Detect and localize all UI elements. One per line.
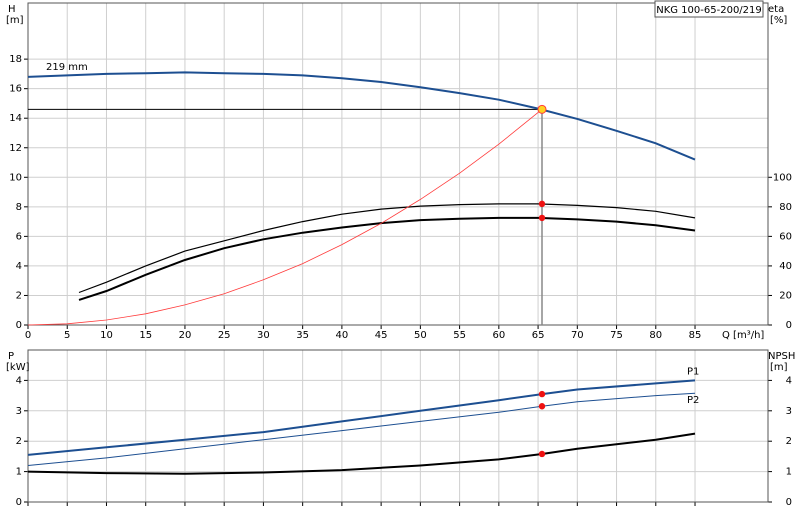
y-tick-label: 0 [16, 497, 22, 508]
series-line [27, 432, 696, 475]
y2-tick-label: 80 [779, 202, 792, 213]
x-tick-label: 75 [610, 330, 623, 341]
duty-point [537, 104, 547, 114]
x-tick-label: 60 [492, 330, 505, 341]
x-tick-label: 80 [649, 330, 662, 341]
y-tick-label: 10 [9, 172, 22, 183]
y-axis-unit: [m] [6, 15, 24, 26]
operating-point [538, 200, 546, 208]
x-tick-label: 50 [414, 330, 427, 341]
y2-tick-label: 60 [779, 231, 792, 242]
x-tick-label: 85 [689, 330, 702, 341]
y2-axis-unit: [%] [770, 15, 787, 26]
series-line [27, 108, 543, 326]
x-tick-label: 10 [100, 330, 113, 341]
y-axis-title: H [8, 4, 16, 15]
y-tick-label: 3 [16, 406, 22, 417]
y-tick-label: 4 [16, 375, 22, 386]
x-tick-label: 55 [453, 330, 466, 341]
x-tick-label: 30 [257, 330, 270, 341]
y-tick-label: 14 [9, 113, 22, 124]
x-tick-label: 25 [218, 330, 231, 341]
y2-axis-title: eta [768, 4, 784, 15]
y-tick-label: 6 [16, 231, 22, 242]
x-tick-label: 40 [336, 330, 349, 341]
y2-tick-label: 4 [786, 375, 792, 386]
y-tick-label: 18 [9, 54, 22, 65]
operating-point [538, 390, 546, 398]
y-tick-label: 4 [16, 261, 22, 272]
y2-tick-label: 3 [786, 406, 792, 417]
y-axis-unit: [kW] [6, 362, 30, 373]
x-tick-label: 70 [571, 330, 584, 341]
series-line [78, 203, 696, 294]
x-tick-label: 5 [64, 330, 70, 341]
y-axis-title: P [8, 351, 14, 362]
x-axis-title: Q [m³/h] [722, 330, 764, 341]
operating-point [538, 450, 546, 458]
y-tick-label: 12 [9, 143, 22, 154]
x-tick-label: 0 [25, 330, 31, 341]
y2-tick-label: 0 [786, 497, 792, 508]
series-line [27, 379, 696, 456]
y2-tick-label: 40 [779, 261, 792, 272]
y2-tick-label: 0 [786, 320, 792, 331]
x-tick-label: 15 [139, 330, 152, 341]
y2-tick-label: 1 [786, 467, 792, 478]
y2-tick-label: 100 [773, 172, 792, 183]
x-tick-label: 35 [296, 330, 309, 341]
y2-axis-title: NPSH [768, 351, 795, 362]
series-label: P2 [687, 395, 699, 406]
title-box [654, 0, 764, 18]
chart-title: NKG 100-65-200/219 [656, 5, 762, 16]
x-tick-label: 65 [532, 330, 545, 341]
series-line [27, 71, 696, 161]
series-label: P1 [687, 366, 699, 377]
operating-point [538, 214, 546, 222]
y-tick-label: 2 [16, 436, 22, 447]
y2-tick-label: 20 [779, 290, 792, 301]
y-tick-label: 8 [16, 202, 22, 213]
y-tick-label: 1 [16, 467, 22, 478]
series-line [27, 392, 696, 466]
series-label: 219 mm [46, 62, 88, 73]
y-tick-label: 2 [16, 290, 22, 301]
x-tick-label: 20 [179, 330, 192, 341]
y-tick-label: 16 [9, 84, 22, 95]
y2-tick-label: 2 [786, 436, 792, 447]
y-tick-label: 0 [16, 320, 22, 331]
x-tick-label: 45 [375, 330, 388, 341]
y2-axis-unit: [m] [770, 362, 788, 373]
plot-frame [27, 2, 769, 326]
plot-frame [27, 349, 769, 503]
operating-point [538, 403, 546, 410]
